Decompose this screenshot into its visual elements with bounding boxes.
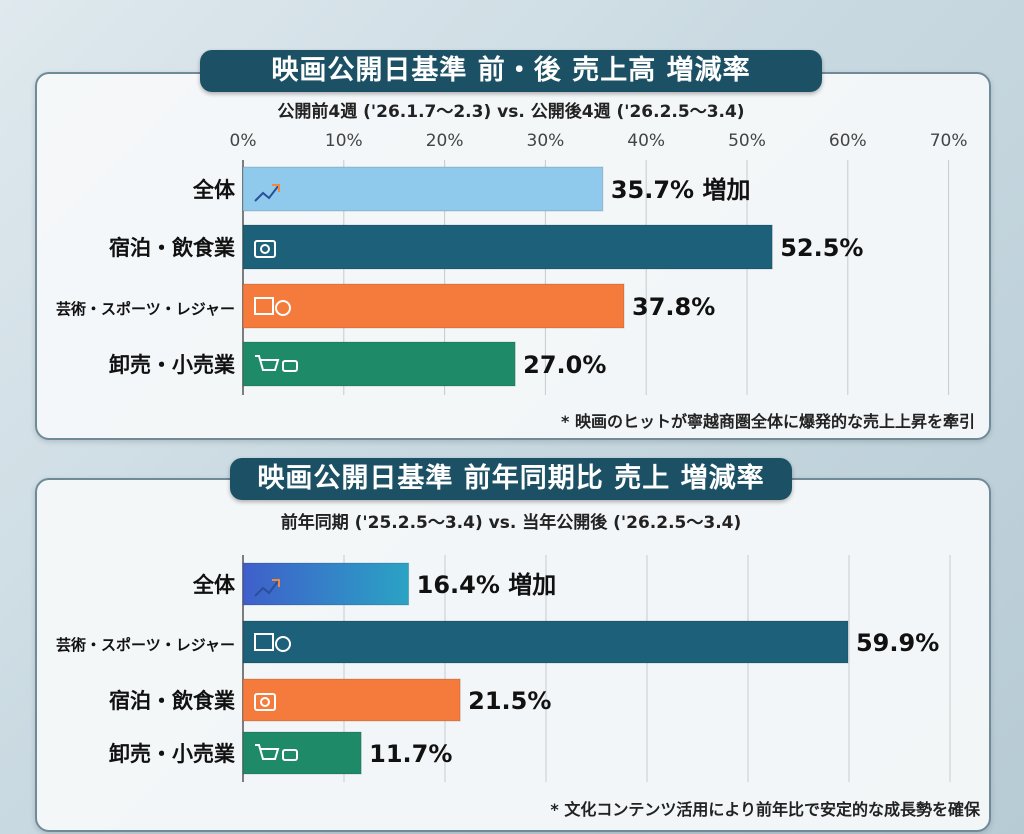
- trend-up-icon: [254, 579, 280, 597]
- category-label: 芸術・スポーツ・レジャー: [56, 636, 235, 654]
- x-tick-label: 70%: [930, 131, 968, 151]
- bar: [242, 731, 362, 775]
- category-label: 全体: [192, 573, 236, 597]
- data-label: 16.4% 増加: [417, 571, 557, 599]
- shopping-cart-icon: [255, 355, 298, 372]
- shopping-cart-icon: [255, 744, 298, 761]
- x-tick-label: 40%: [627, 131, 665, 151]
- chart-2-footnote: * 文化コンテンツ活用により前年比で安定的な成長勢を確保: [550, 800, 980, 819]
- x-tick-label: 50%: [728, 131, 766, 151]
- chart-1-subtitle: 公開前4週 ('26.1.7～2.3) vs. 公開後4週 ('26.2.5～3…: [277, 102, 745, 122]
- x-tick-label: 0%: [230, 131, 257, 151]
- x-tick-label: 10%: [325, 131, 363, 151]
- data-label: 52.5%: [780, 234, 863, 262]
- chart-2-title: 映画公開日基準 前年同期比 売上 増減率: [230, 458, 792, 500]
- category-label: 卸売・小売業: [109, 353, 236, 377]
- chart-1-footnote: * 映画のヒットが寧越商圏全体に爆発的な売上上昇を牽引: [561, 412, 975, 431]
- trend-up-icon: [254, 184, 280, 202]
- chart-1-title: 映画公開日基準 前・後 売上高 増減率: [200, 50, 822, 92]
- bar: [242, 620, 849, 664]
- bar: [242, 562, 410, 606]
- data-label: 21.5%: [468, 687, 551, 715]
- theater-sports-icon: [254, 297, 291, 316]
- bar: [242, 224, 773, 270]
- category-label: 芸術・スポーツ・レジャー: [56, 300, 235, 318]
- hotel-icon: [254, 240, 276, 258]
- category-label: 宿泊・飲食業: [109, 689, 236, 713]
- data-label: 35.7% 増加: [611, 176, 751, 204]
- hotel-icon: [254, 693, 276, 711]
- data-label: 37.8%: [632, 293, 715, 321]
- chart-2-subtitle: 前年同期 ('25.2.5～3.4) vs. 当年公開後 ('26.2.5～3.…: [280, 513, 742, 533]
- category-label: 全体: [192, 178, 236, 202]
- bar: [242, 166, 604, 212]
- x-tick-label: 30%: [527, 131, 565, 151]
- x-tick-label: 60%: [829, 131, 867, 151]
- bar: [242, 283, 625, 329]
- data-label: 27.0%: [523, 351, 606, 379]
- category-label: 卸売・小売業: [109, 742, 236, 766]
- x-tick-label: 20%: [426, 131, 464, 151]
- category-label: 宿泊・飲食業: [109, 236, 236, 260]
- data-label: 11.7%: [369, 740, 452, 768]
- bar: [242, 341, 516, 387]
- theater-sports-icon: [254, 633, 291, 652]
- bar: [242, 678, 461, 722]
- data-label: 59.9%: [856, 629, 939, 657]
